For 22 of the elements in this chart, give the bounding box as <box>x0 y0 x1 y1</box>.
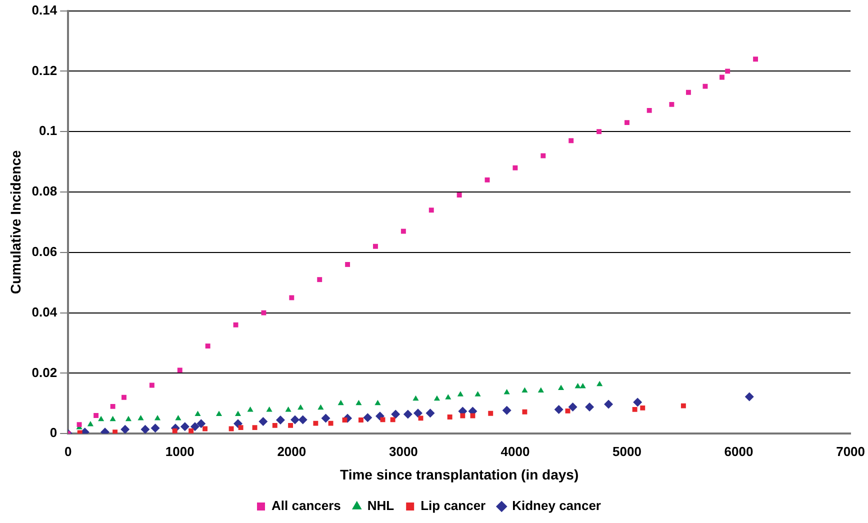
y-tick-label: 0.14 <box>32 2 58 18</box>
y-tick-label: 0 <box>50 425 58 440</box>
x-tick-label: 7000 <box>836 444 865 459</box>
y-tick-label: 0.1 <box>39 123 58 138</box>
x-tick-label: 4000 <box>500 444 530 459</box>
legend-label: Kidney cancer <box>512 498 601 514</box>
y-tick-label: 0.08 <box>32 184 58 199</box>
y-tick-label: 0.12 <box>32 62 58 78</box>
x-tick-label: 5000 <box>612 444 642 459</box>
x-tick-label: 0 <box>64 444 72 459</box>
x-tick-label: 6000 <box>724 444 754 459</box>
y-tick-label: 0.02 <box>32 364 58 380</box>
legend-label: NHL <box>367 498 394 514</box>
y-tick-label: 0.04 <box>32 304 58 320</box>
y-axis-title: Cumulative Incidence <box>7 150 24 294</box>
y-tick-label: 0.06 <box>32 244 58 259</box>
legend-label: Lip cancer <box>420 498 486 514</box>
legend-label: All cancers <box>272 498 341 514</box>
x-tick-label: 2000 <box>277 444 306 459</box>
x-tick-label: 1000 <box>165 444 194 459</box>
x-axis-title: Time since transplantation (in days) <box>340 466 579 482</box>
x-tick-label: 3000 <box>388 444 418 459</box>
